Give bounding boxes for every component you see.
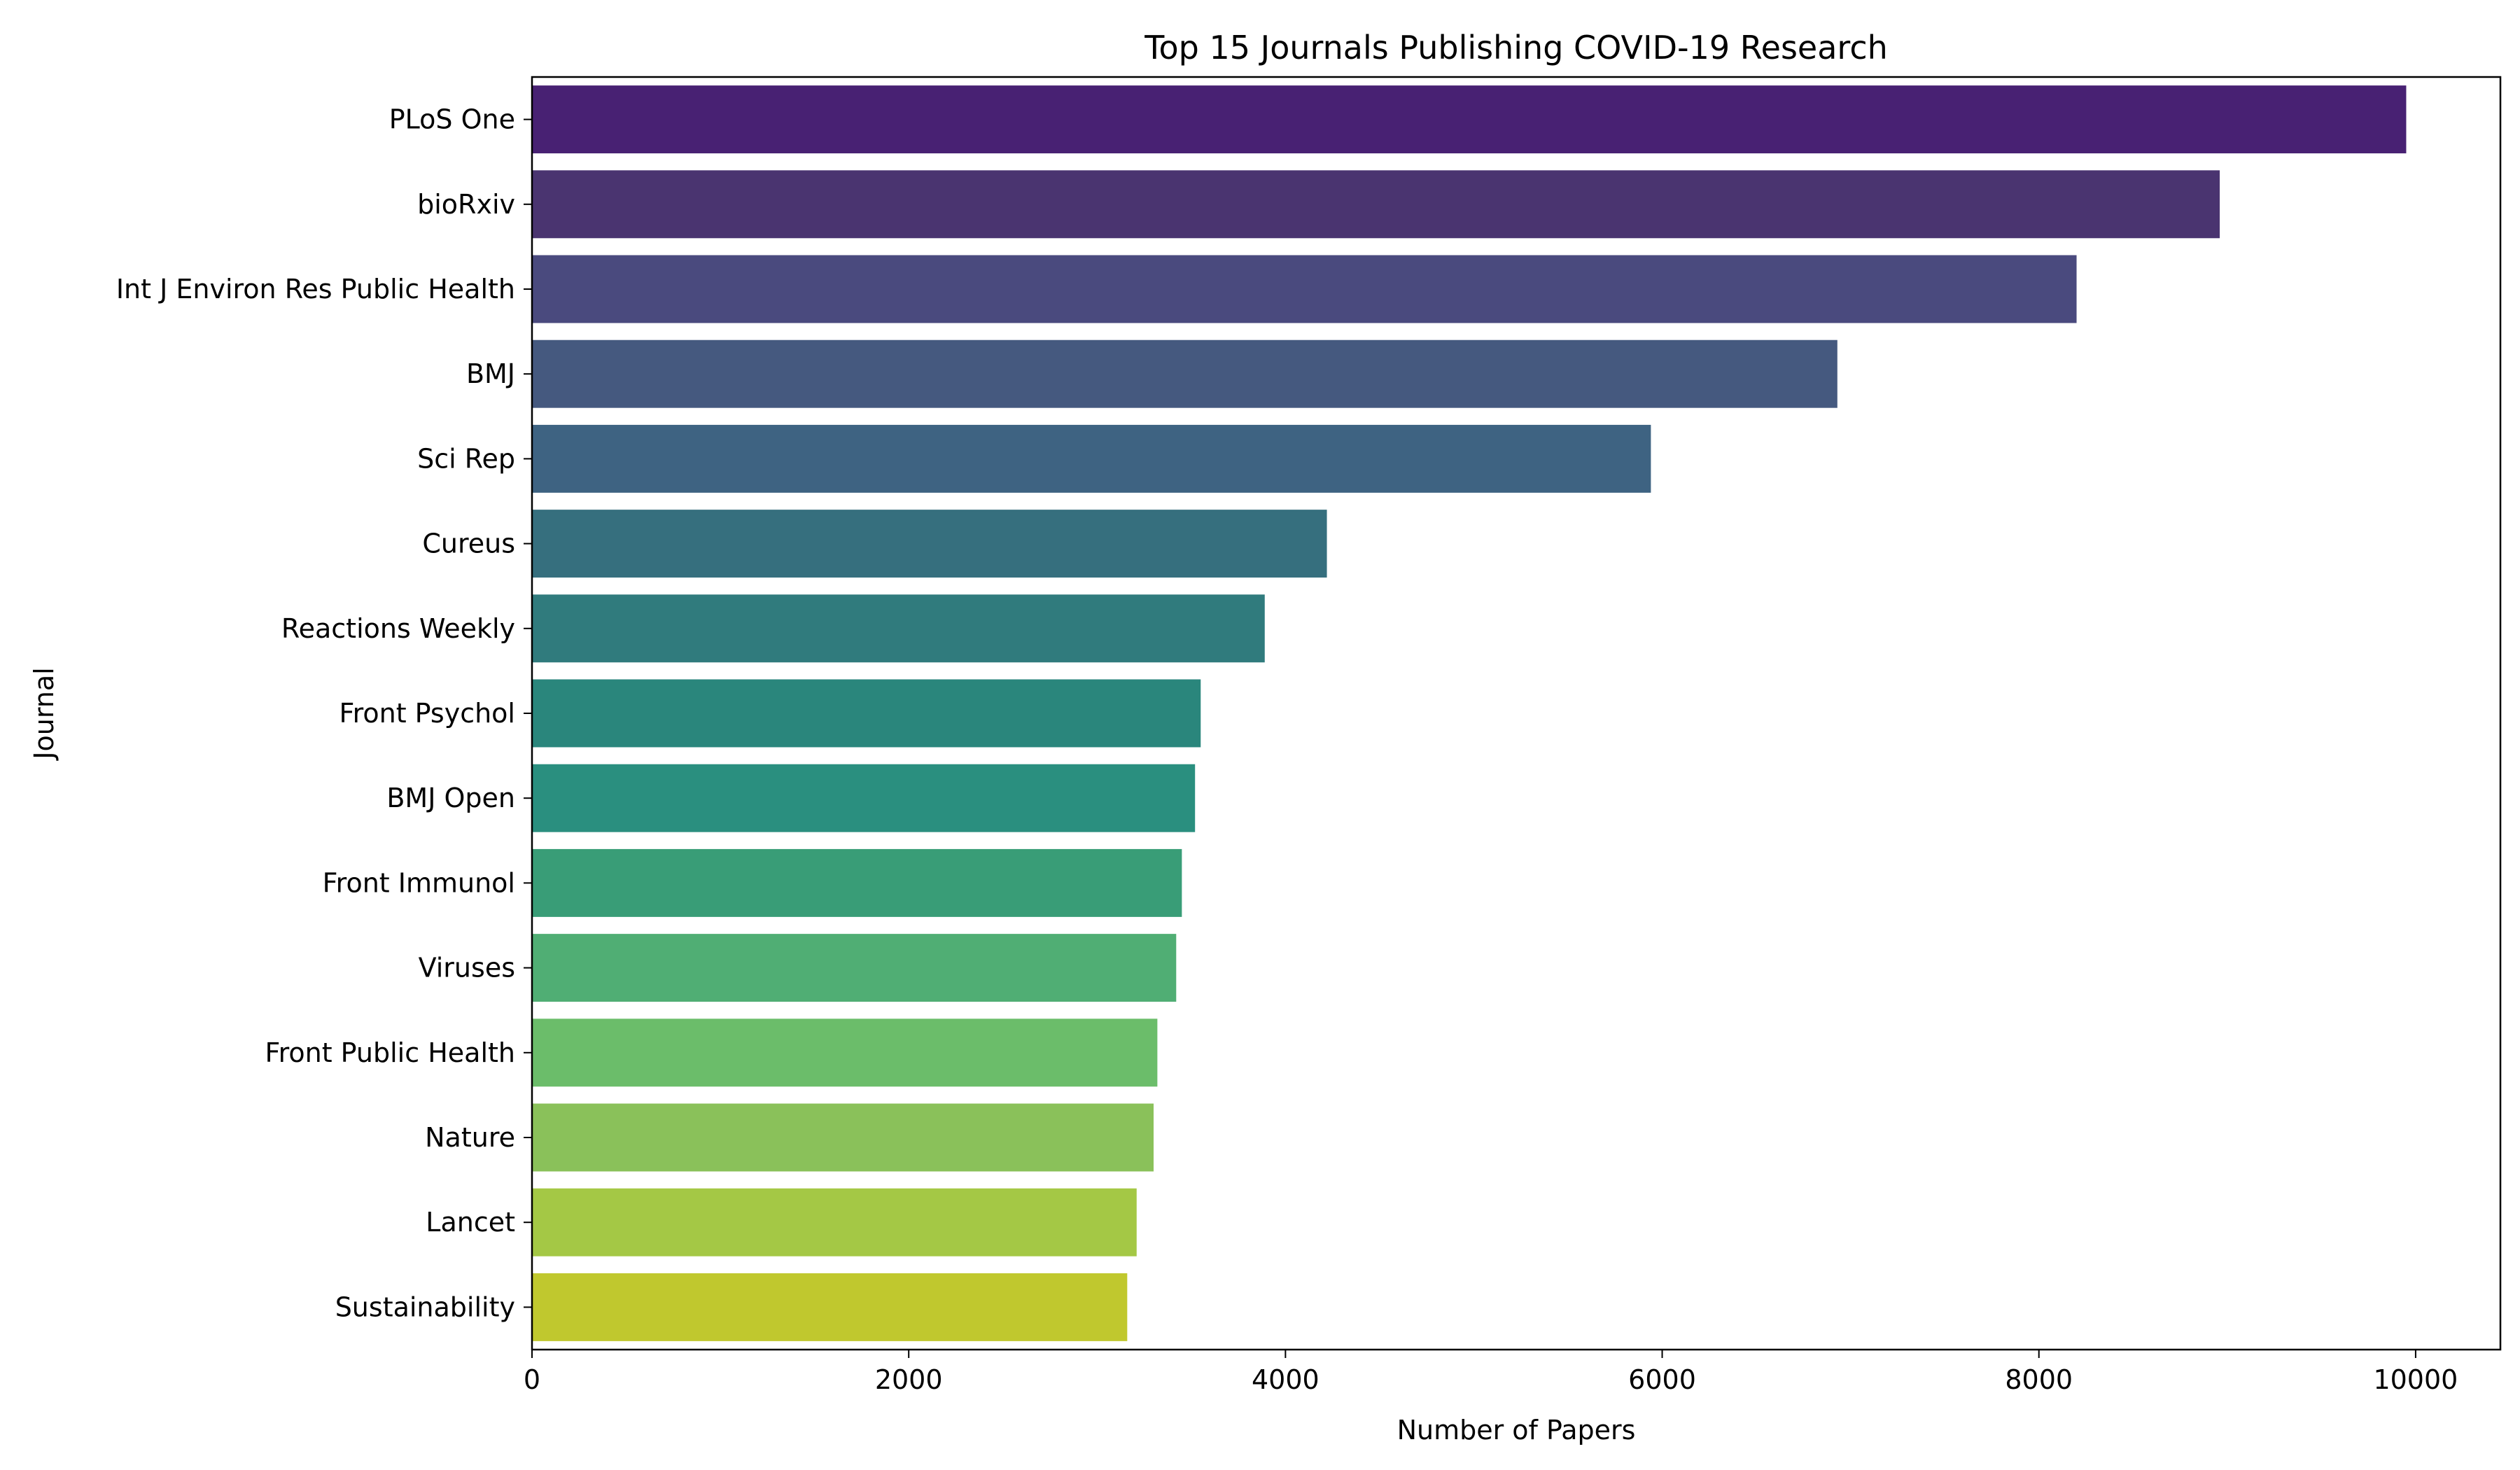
- y-tick-label: Cureus: [422, 528, 515, 559]
- x-tick-label: 2000: [875, 1364, 943, 1395]
- y-tick-label: Viruses: [419, 953, 515, 983]
- bar-front-psychol: [532, 679, 1201, 748]
- bar-viruses: [532, 934, 1177, 1002]
- y-tick-label: bioRxiv: [417, 189, 515, 220]
- y-tick-label: Reactions Weekly: [281, 613, 515, 644]
- chart-title: Top 15 Journals Publishing COVID-19 Rese…: [1144, 29, 1888, 66]
- y-axis-ticks: PLoS One bioRxiv Int J Environ Res Public …: [116, 104, 532, 1322]
- bar-sci-rep: [532, 424, 1651, 493]
- bar-nature: [532, 1103, 1154, 1172]
- y-tick-label: Front Public Health: [265, 1037, 515, 1068]
- bar-bmj: [532, 340, 1837, 408]
- plot-area-frame: [531, 76, 2502, 1351]
- y-tick-label: Front Immunol: [323, 867, 515, 898]
- bar-front-immunol: [532, 848, 1182, 917]
- bar-lancet: [532, 1188, 1137, 1256]
- x-tick-label: 6000: [1628, 1364, 1696, 1395]
- y-tick-label: PLoS One: [389, 104, 515, 135]
- x-axis-label: Number of Papers: [1397, 1415, 1636, 1446]
- y-tick-label: Front Psychol: [339, 698, 515, 729]
- bar-front-public-health: [532, 1018, 1158, 1087]
- bar-biorxiv: [532, 170, 2220, 239]
- y-axis-label: Journal: [29, 667, 59, 760]
- x-tick-label: 4000: [1252, 1364, 1320, 1395]
- x-tick-label: 0: [524, 1364, 540, 1395]
- bars-group: [532, 85, 2407, 1341]
- bar-cureus: [532, 510, 1327, 578]
- x-tick-label: 10000: [2373, 1364, 2458, 1395]
- y-tick-label: Int J Environ Res Public Health: [116, 274, 515, 304]
- x-tick-label: 8000: [2005, 1364, 2073, 1395]
- y-tick-label: BMJ Open: [386, 783, 515, 813]
- bar-bmj-open: [532, 764, 1196, 832]
- x-axis-ticks: 0 2000 4000 6000 8000 10000: [524, 1350, 2458, 1395]
- y-tick-label: Nature: [425, 1122, 515, 1153]
- bar-plos-one: [532, 85, 2407, 154]
- y-tick-label: Sci Rep: [417, 443, 515, 474]
- bar-int-j-environ-res-public-health: [532, 255, 2077, 323]
- y-tick-label: Sustainability: [335, 1292, 515, 1322]
- bar-sustainability: [532, 1273, 1128, 1341]
- y-tick-label: Lancet: [426, 1207, 515, 1238]
- y-tick-label: BMJ: [466, 358, 515, 389]
- bar-reactions-weekly: [532, 594, 1265, 663]
